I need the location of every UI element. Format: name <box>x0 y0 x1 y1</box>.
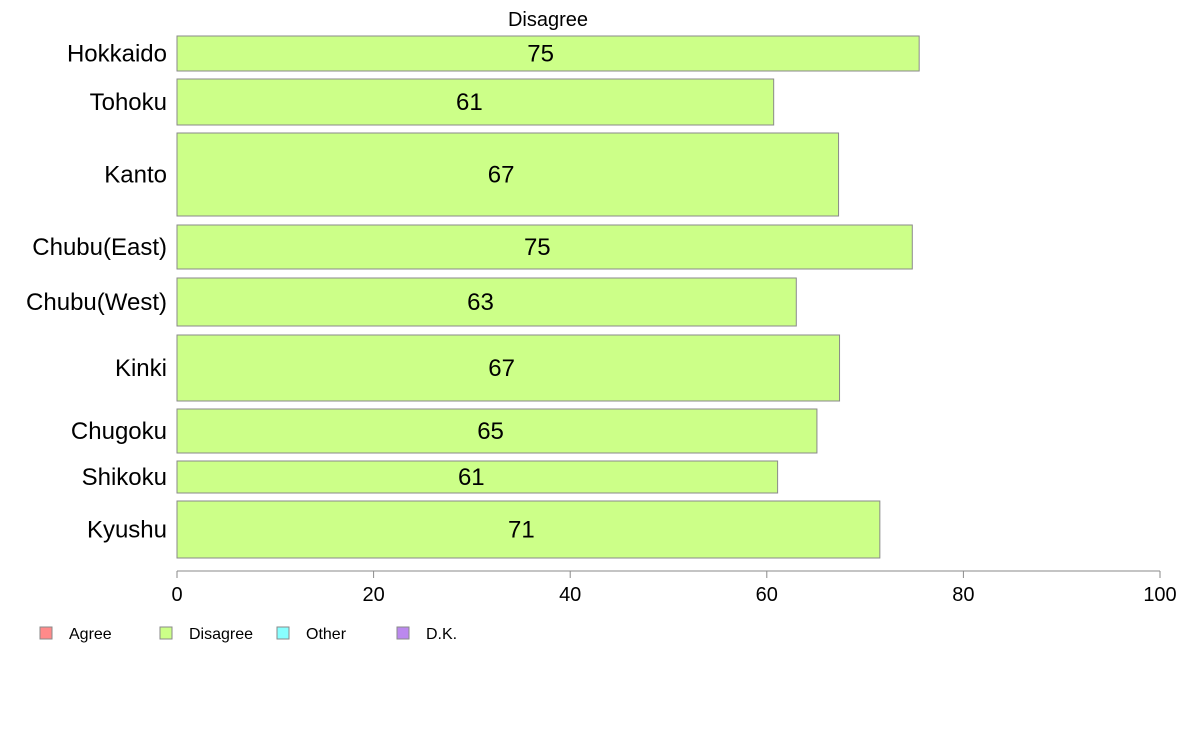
value-label-chubu-east: 75 <box>524 234 551 261</box>
bar-hokkaido <box>176 35 920 72</box>
x-tick-label: 60 <box>756 584 778 606</box>
category-label-chugoku: Chugoku <box>71 418 167 445</box>
value-label-kyushu: 71 <box>508 517 535 544</box>
value-label-shikoku: 61 <box>458 464 485 491</box>
legend: Agree Disagree Other D.K. <box>39 626 457 643</box>
x-tick-label: 20 <box>362 584 384 606</box>
legend-label-agree: Agree <box>69 626 112 643</box>
legend-label-disagree: Disagree <box>189 626 253 643</box>
bar-chubu-east <box>176 224 913 270</box>
legend-swatch-disagree <box>159 626 173 640</box>
bar-kanto <box>176 132 840 217</box>
legend-swatch-d-k <box>396 626 410 640</box>
value-label-kinki: 67 <box>488 355 515 382</box>
x-tick-label: 0 <box>171 584 182 606</box>
value-label-chubu-west: 63 <box>467 289 494 316</box>
value-label-chugoku: 65 <box>477 418 504 445</box>
category-label-chubu-east: Chubu(East) <box>32 234 167 261</box>
bars-group <box>176 35 920 559</box>
category-labels-group: Hokkaido Tohoku Kanto Chubu(East) Chubu(West… <box>26 41 167 544</box>
category-label-kinki: Kinki <box>115 355 167 382</box>
legend-label-other: Other <box>306 626 347 643</box>
category-label-kanto: Kanto <box>104 162 167 189</box>
x-axis: 0 20 40 60 80 100 <box>171 570 1177 606</box>
legend-swatch-other <box>276 626 290 640</box>
category-label-shikoku: Shikoku <box>82 464 167 491</box>
legend-label-d-k: D.K. <box>426 626 457 643</box>
x-tick-label: 80 <box>952 584 974 606</box>
bar-chubu-west <box>176 277 797 327</box>
bar-tohoku <box>176 78 775 126</box>
category-label-chubu-west: Chubu(West) <box>26 289 167 316</box>
bar-kyushu <box>176 500 881 559</box>
legend-swatch-agree <box>39 626 53 640</box>
bar-kinki <box>176 334 841 402</box>
category-label-tohoku: Tohoku <box>90 89 167 116</box>
x-tick-label: 40 <box>559 584 581 606</box>
value-label-hokkaido: 75 <box>527 41 554 68</box>
value-label-kanto: 67 <box>488 162 515 189</box>
chart-title: Disagree <box>508 9 588 31</box>
value-labels-group: 75 61 67 75 63 67 65 61 71 <box>456 41 554 544</box>
value-label-tohoku: 61 <box>456 89 483 116</box>
x-tick-label: 100 <box>1143 584 1176 606</box>
category-label-hokkaido: Hokkaido <box>67 41 167 68</box>
bar-shikoku <box>176 460 779 494</box>
category-label-kyushu: Kyushu <box>87 517 167 544</box>
bar-chugoku <box>176 408 818 454</box>
